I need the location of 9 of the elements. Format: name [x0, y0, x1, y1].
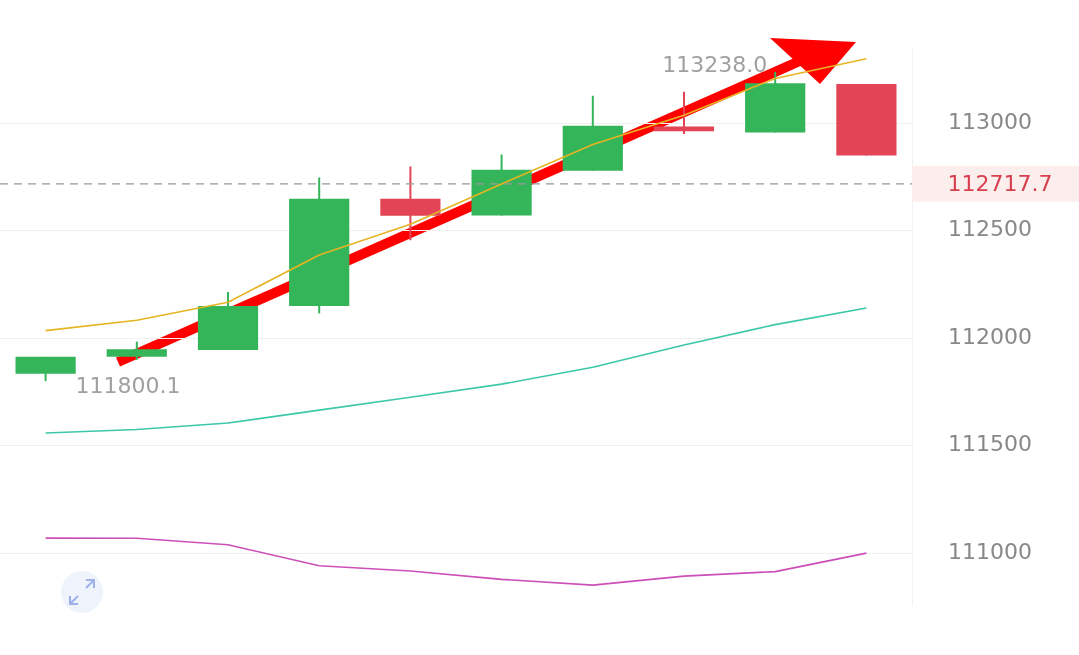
ref-line-label: 112717.7 [947, 170, 1053, 196]
y-tick-label: 111500 [948, 431, 1032, 457]
annotation: 113238.0 [662, 51, 768, 77]
annotation: 111800.1 [75, 372, 181, 398]
y-tick-label: 112500 [948, 216, 1032, 242]
y-tick-label: 111000 [948, 538, 1032, 564]
y-tick-label: 113000 [948, 108, 1032, 134]
candlestick [653, 90, 715, 136]
y-tick-label: 112000 [948, 323, 1032, 349]
